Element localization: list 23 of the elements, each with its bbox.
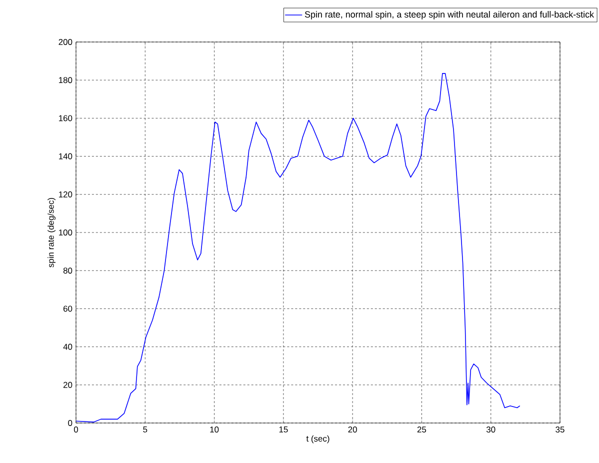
x-tick-label: 30: [486, 426, 496, 433]
y-tick-label: 60: [64, 306, 72, 312]
x-tick-label: 25: [417, 426, 426, 433]
y-tick-label: 20: [63, 382, 72, 388]
y-tick-label: 120: [58, 191, 72, 198]
y-axis-title: spin rate (deg/sec): [48, 198, 56, 268]
x-tick-label: 35: [556, 426, 564, 433]
x-tick-label: 10: [210, 426, 219, 433]
x-tick-label: 0: [74, 426, 78, 433]
y-tick-label: 0: [68, 420, 72, 426]
y-tick-label: 180: [58, 77, 72, 84]
y-tick-label: 80: [63, 268, 72, 274]
y-tick-label: 160: [58, 115, 72, 122]
y-tick-label: 40: [63, 344, 72, 350]
line-series: [76, 73, 520, 422]
x-tick-label: 5: [143, 426, 148, 432]
y-tick-label: 100: [58, 230, 72, 236]
legend-label: Spin rate, normal spin, a steep spin with neutal aileron and full-back-stick: [304, 11, 594, 20]
y-tick-label: 200: [58, 39, 72, 45]
y-tick-label: 140: [58, 153, 72, 160]
x-axis-title: t (sec): [306, 435, 330, 444]
x-tick-label: 20: [348, 426, 357, 433]
x-tick-label: 15: [279, 426, 288, 432]
